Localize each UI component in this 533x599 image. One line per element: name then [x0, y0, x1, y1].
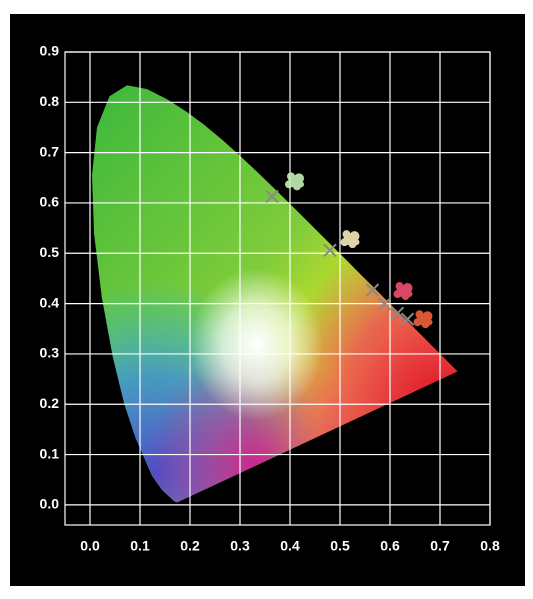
y-tick-label: 0.7: [40, 143, 60, 159]
y-tick-label: 0.8: [40, 93, 60, 109]
x-tick-label: 0.1: [130, 538, 150, 554]
x-marker: [390, 306, 405, 320]
y-tick-label: 0.6: [40, 194, 60, 210]
x-marker: [265, 189, 279, 204]
y-tick-label: 0.2: [40, 395, 60, 411]
x-tick-label: 0.3: [230, 538, 250, 554]
y-tick-label: 0.3: [40, 345, 60, 361]
x-tick-label: 0.7: [430, 538, 450, 554]
x-tick-label: 0.0: [80, 538, 100, 554]
x-tick-label: 0.5: [330, 538, 350, 554]
measurement-blob: [393, 282, 413, 301]
x-tick-label: 0.4: [280, 538, 300, 554]
x-marker: [400, 312, 415, 326]
y-tick-label: 0.5: [40, 244, 60, 260]
y-tick-label: 0.1: [40, 445, 60, 461]
y-tick-label: 0.4: [40, 294, 60, 310]
x-tick-label: 0.2: [180, 538, 200, 554]
y-tick-label: 0.9: [40, 43, 60, 59]
x-marker: [377, 297, 392, 311]
x-marker: [365, 283, 380, 297]
x-tick-label: 0.8: [480, 538, 500, 554]
x-marker: [323, 243, 337, 257]
measurement-blob: [413, 310, 433, 329]
measurement-blob: [340, 230, 360, 249]
measurement-blob: [285, 172, 304, 191]
y-tick-label: 0.0: [40, 496, 60, 512]
x-tick-label: 0.6: [380, 538, 400, 554]
